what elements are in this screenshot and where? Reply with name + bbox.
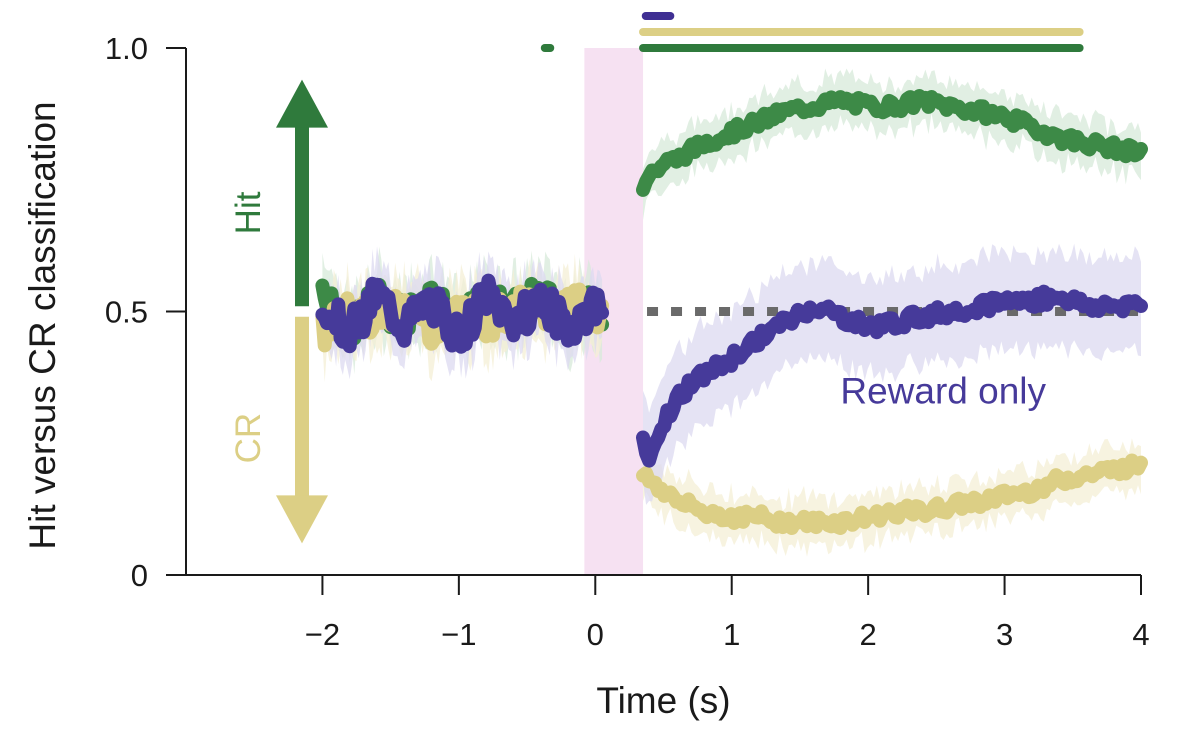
x-tick-label-1: −2 bbox=[305, 617, 340, 652]
series-line-reward-only-1 bbox=[315, 273, 610, 354]
arrow-label-cr: CR bbox=[229, 413, 268, 464]
x-axis-title: Time (s) bbox=[596, 680, 730, 721]
annotations-layer: Reward only bbox=[840, 371, 1046, 412]
x-tick-label-5: 2 bbox=[860, 617, 877, 652]
arrow-head-cr bbox=[276, 495, 328, 544]
x-tick-label-6: 3 bbox=[996, 617, 1013, 652]
arrow-head-hit bbox=[276, 79, 328, 128]
x-tick-label-2: −1 bbox=[441, 617, 476, 652]
series-lines-layer bbox=[315, 89, 1148, 535]
significance-bars-layer bbox=[540, 12, 1084, 52]
x-tick-label-3: 0 bbox=[587, 617, 604, 652]
y-axis-title: Hit versus CR classification bbox=[22, 101, 63, 549]
direction-arrows-layer: Hit CR bbox=[229, 79, 328, 544]
series-line-hit-2 bbox=[636, 89, 1148, 197]
series-line-cr-2 bbox=[636, 453, 1148, 535]
confidence-band-hit-2 bbox=[643, 68, 1141, 220]
y-tick-label-3: 1.0 bbox=[105, 31, 148, 66]
annotation-reward-only: Reward only bbox=[840, 371, 1046, 412]
arrow-label-hit: Hit bbox=[229, 191, 268, 234]
y-tick-label-2: 0.5 bbox=[105, 295, 148, 330]
x-tick-label-7: 4 bbox=[1132, 617, 1149, 652]
confidence-band-cr-2 bbox=[643, 438, 1141, 557]
x-tick-label-4: 1 bbox=[723, 617, 740, 652]
axes-layer: 0 0.5 1.0 −2 −1 0 1 2 3 4 bbox=[105, 31, 1150, 652]
y-tick-label-1: 0 bbox=[131, 558, 148, 593]
series-line-reward-only-2 bbox=[636, 284, 1148, 468]
